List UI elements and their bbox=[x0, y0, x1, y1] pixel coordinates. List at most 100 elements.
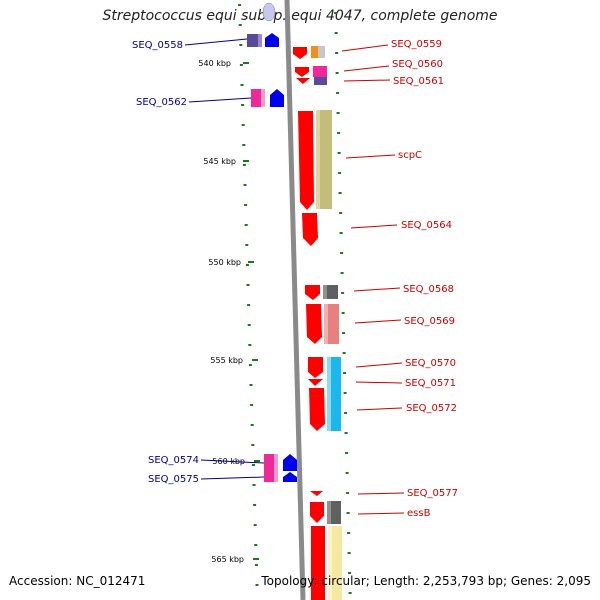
accession-text: Accession: NC_012471 bbox=[9, 574, 146, 588]
scale-dot bbox=[339, 232, 343, 234]
leader-SEQ_0575 bbox=[200, 476, 265, 480]
label-essB: essB bbox=[407, 508, 431, 519]
forward-strand-genes bbox=[293, 46, 342, 600]
label-SEQ_0577: SEQ_0577 bbox=[407, 488, 458, 499]
gene-SEQ_0574-cog-light bbox=[274, 454, 278, 472]
label-SEQ_0569: SEQ_0569 bbox=[404, 316, 455, 327]
gene-scpC-cog-light bbox=[316, 110, 320, 209]
tick-label-565: 565 kbp bbox=[211, 555, 244, 564]
scale-dot bbox=[255, 584, 259, 586]
gene-essB-arrow bbox=[310, 502, 324, 523]
leader-SEQ_0559 bbox=[341, 44, 389, 52]
tick-label-555: 555 kbp bbox=[210, 356, 243, 365]
scale-dot bbox=[344, 412, 348, 414]
gene-SEQ_0577-arrow bbox=[310, 491, 323, 496]
scale-dot bbox=[345, 452, 349, 454]
tick-label-540: 540 kbp bbox=[198, 59, 231, 68]
gene-SEQ_0562-arrow bbox=[270, 89, 284, 107]
scale-dot bbox=[347, 552, 351, 554]
gene-SEQ_0574-cog bbox=[264, 454, 276, 472]
scale-dot bbox=[338, 192, 342, 194]
scale-dot bbox=[250, 424, 254, 426]
scale-dot bbox=[247, 324, 251, 326]
scale-dot bbox=[346, 512, 350, 514]
gene-SEQ_0575-arrow bbox=[283, 472, 297, 482]
gene-SEQ_0559-cog-light bbox=[318, 46, 325, 58]
scale-dot bbox=[246, 284, 250, 286]
scale-dot bbox=[252, 484, 256, 486]
gene-SEQ_0569-arrow bbox=[306, 304, 322, 344]
scale-dot bbox=[248, 344, 252, 346]
label-SEQ_0562: SEQ_0562 bbox=[136, 97, 187, 108]
scale-dots-left bbox=[238, 4, 259, 586]
scale-dot bbox=[242, 164, 246, 166]
scale-dot bbox=[335, 72, 339, 74]
scale-dot bbox=[334, 32, 338, 34]
leader-SEQ_0569 bbox=[354, 319, 402, 324]
gene-SEQ_0559-arrow bbox=[293, 47, 307, 59]
leader-SEQ_0572 bbox=[356, 407, 403, 411]
gene-SEQ_0562-cog-light bbox=[261, 89, 265, 107]
genome-summary-text: Topology: circular; Length: 2,253,793 bp… bbox=[261, 574, 591, 588]
map-title: Streptococcus equi subsp. equi 4047, com… bbox=[102, 8, 498, 24]
scale-dot bbox=[336, 112, 340, 114]
leader-SEQ_0570 bbox=[355, 362, 403, 368]
gene-SEQ_0558-cog bbox=[247, 34, 261, 47]
scale-dot bbox=[245, 244, 249, 246]
scale-dot bbox=[247, 304, 251, 306]
label-SEQ_0558: SEQ_0558 bbox=[132, 40, 183, 51]
scale-dot bbox=[241, 124, 245, 126]
gene-SEQ_0569-cog-light bbox=[324, 304, 328, 344]
scale-dot bbox=[339, 212, 343, 214]
scale-dot bbox=[244, 204, 248, 206]
label-SEQ_0559: SEQ_0559 bbox=[391, 39, 442, 50]
scale-dot bbox=[337, 152, 341, 154]
leader-SEQ_0568 bbox=[353, 287, 401, 292]
scale-dot bbox=[239, 44, 243, 46]
scale-dots-right bbox=[334, 12, 352, 594]
scale-dot bbox=[253, 524, 257, 526]
right-labels: SEQ_0559 SEQ_0560 SEQ_0561 scpC SEQ_0564… bbox=[341, 39, 458, 519]
label-SEQ_0560: SEQ_0560 bbox=[392, 59, 443, 70]
leader-SEQ_0571 bbox=[355, 381, 403, 384]
scale-ticks: 540 kbp 545 kbp 550 kbp 555 kbp 560 kbp … bbox=[198, 59, 260, 564]
leader-SEQ_0564 bbox=[350, 224, 398, 229]
scale-dot bbox=[337, 132, 341, 134]
scale-dot bbox=[251, 444, 255, 446]
gene-SEQ_0561-arrow bbox=[296, 78, 310, 84]
gene-SEQ_0570-arrow bbox=[308, 357, 323, 378]
scale-dot bbox=[343, 392, 347, 394]
scale-dot bbox=[245, 264, 249, 266]
scale-dot bbox=[249, 384, 253, 386]
backbone bbox=[262, 0, 306, 600]
scale-dot bbox=[347, 532, 351, 534]
leader-SEQ_0560 bbox=[343, 65, 390, 72]
leader-SEQ_0561 bbox=[343, 79, 391, 82]
gene-next-arrow bbox=[311, 526, 325, 600]
scale-dot bbox=[251, 464, 255, 466]
gene-SEQ_0568-cog-light bbox=[323, 285, 327, 299]
scale-dot bbox=[238, 24, 242, 26]
scale-dot bbox=[341, 312, 345, 314]
left-labels: SEQ_0558 SEQ_0562 SEQ_0574 SEQ_0575 bbox=[132, 38, 265, 485]
scale-dot bbox=[335, 52, 339, 54]
scale-dot bbox=[250, 404, 254, 406]
label-SEQ_0571: SEQ_0571 bbox=[405, 378, 456, 389]
gene-SEQ_0571-arrow bbox=[308, 379, 323, 386]
leader-scpC bbox=[345, 154, 396, 159]
scale-dot bbox=[242, 144, 246, 146]
scale-dot bbox=[346, 492, 350, 494]
gene-SEQ_0558-arrow bbox=[265, 33, 279, 47]
leader-essB bbox=[357, 512, 405, 515]
label-SEQ_0570: SEQ_0570 bbox=[405, 358, 456, 369]
tick-label-550: 550 kbp bbox=[208, 258, 241, 267]
leader-SEQ_0577 bbox=[357, 492, 405, 495]
scale-dot bbox=[341, 292, 345, 294]
gene-SEQ_0575-cog bbox=[264, 472, 276, 482]
scale-dot bbox=[334, 12, 338, 14]
scale-dot bbox=[343, 372, 347, 374]
scale-dot bbox=[348, 572, 352, 574]
gene-SEQ_0564-arrow bbox=[302, 213, 318, 246]
scale-dot bbox=[254, 564, 258, 566]
